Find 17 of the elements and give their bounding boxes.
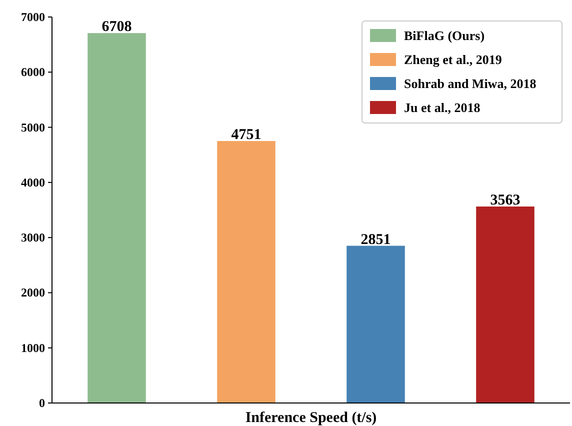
- y-tick-label: 1000: [21, 340, 45, 355]
- legend-label: Ju et al., 2018: [404, 100, 481, 115]
- y-tick-label: 0: [39, 396, 45, 410]
- data-label: 6708: [102, 19, 132, 36]
- y-tick-label: 4000: [21, 175, 45, 190]
- legend-label: BiFlaG (Ours): [404, 28, 485, 43]
- legend-label: Zheng et al., 2019: [404, 52, 502, 67]
- y-tick-label: 7000: [21, 10, 45, 24]
- y-tick-label: 5000: [21, 120, 45, 134]
- data-label: 3563: [490, 192, 520, 209]
- x-axis-title: Inference Speed (t/s): [245, 410, 377, 426]
- y-tick-label: 2000: [21, 286, 45, 300]
- data-label: 4751: [231, 127, 262, 144]
- y-tick-label: 6000: [21, 65, 45, 80]
- legend-label: Sohrab and Miwa, 2018: [404, 76, 537, 91]
- y-tick-label: 3000: [21, 230, 45, 245]
- data-label: 2851: [360, 232, 391, 248]
